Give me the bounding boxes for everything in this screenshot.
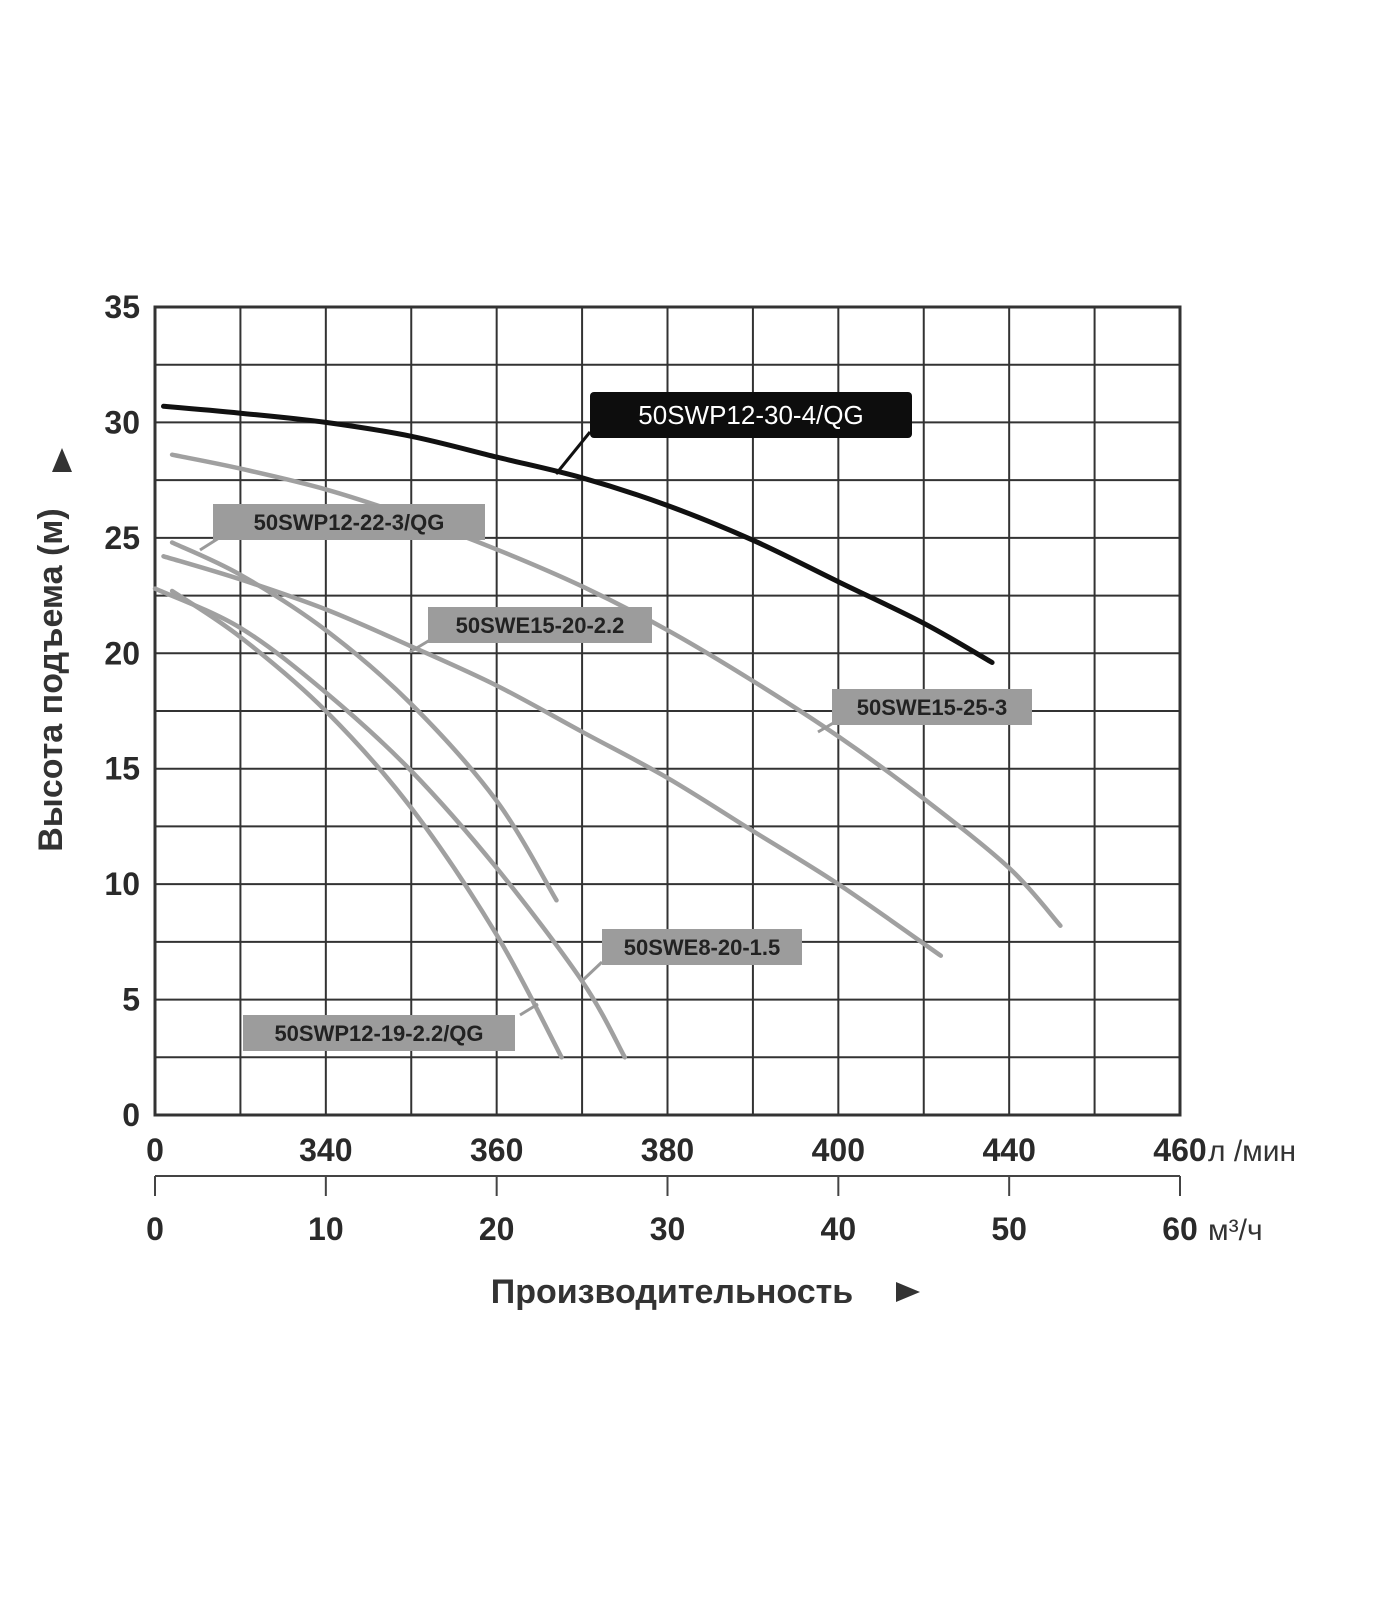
x-tick-label-lmin: 460 bbox=[1153, 1132, 1206, 1168]
grid bbox=[153, 305, 1182, 1117]
label-leader-line bbox=[581, 960, 604, 982]
series-label-text: 50SWP12-22-3/QG bbox=[254, 510, 445, 535]
x-tick-label-lmin: 360 bbox=[470, 1132, 523, 1168]
x-tick-label-m3h: 10 bbox=[308, 1211, 344, 1247]
x-tick-label-lmin: 440 bbox=[982, 1132, 1035, 1168]
x-axis-m3h: 0 10 20 30 40 50 60 bbox=[146, 1175, 1198, 1247]
curve-50SWP12-19-2.2/QG bbox=[169, 588, 564, 1060]
series-label-text: 50SWE15-20-2.2 bbox=[456, 613, 625, 638]
y-tick-label: 30 bbox=[104, 404, 140, 440]
label-leader-line bbox=[554, 431, 592, 475]
y-axis-arrow-icon bbox=[52, 448, 72, 472]
curve-50SWE8-20-1.5 bbox=[152, 586, 628, 1060]
series-label-box bbox=[213, 504, 485, 540]
x-axis-title: Производительность bbox=[491, 1273, 853, 1311]
x-axis-title-group: Производительность bbox=[491, 1273, 920, 1311]
y-tick-label: 5 bbox=[122, 982, 140, 1018]
x-tick-labels-lmin: 0 340 360 380 400 440 460 bbox=[146, 1132, 1207, 1168]
x-unit-m3h: м³/ч bbox=[1208, 1214, 1263, 1247]
y-tick-labels: 0 5 10 15 20 25 30 35 bbox=[104, 289, 140, 1133]
series-label-text: 50SWP12-30-4/QG bbox=[638, 400, 863, 430]
y-tick-label: 0 bbox=[122, 1097, 140, 1133]
y-tick-label: 15 bbox=[104, 751, 140, 787]
y-axis-title: Высота подъема (м) bbox=[32, 508, 70, 852]
label-leader-line bbox=[519, 1002, 539, 1017]
y-tick-label: 35 bbox=[104, 289, 140, 325]
series-label-box bbox=[243, 1015, 515, 1051]
y-tick-label: 10 bbox=[104, 866, 140, 902]
series-label-box bbox=[590, 392, 912, 438]
series-labels: 50SWP12-30-4/QG 50SWP12-22-3/QG 50SWE15-20… bbox=[213, 392, 1032, 1051]
x-tick-label-lmin: 0 bbox=[146, 1132, 164, 1168]
x-tick-label-m3h: 30 bbox=[650, 1211, 686, 1247]
series-label-text: 50SWP12-19-2.2/QG bbox=[274, 1021, 483, 1046]
curve-50SWP12-30-4/QG bbox=[161, 403, 995, 665]
series-label-text: 50SWE8-20-1.5 bbox=[624, 935, 781, 960]
series-label-box bbox=[428, 607, 652, 643]
x-axis-arrow-icon bbox=[896, 1282, 920, 1302]
curve-50SWE15-20-2.2 bbox=[161, 554, 944, 958]
label-leader-line bbox=[409, 638, 431, 654]
x-tick-label-m3h: 60 bbox=[1162, 1211, 1198, 1247]
y-tick-label: 25 bbox=[104, 520, 140, 556]
x-tick-label-lmin: 400 bbox=[812, 1132, 865, 1168]
x-unit-lmin: л /мин bbox=[1208, 1135, 1296, 1168]
x-tick-label-m3h: 0 bbox=[146, 1211, 164, 1247]
x-tick-label-lmin: 380 bbox=[641, 1132, 694, 1168]
x-tick-label-m3h: 50 bbox=[991, 1211, 1027, 1247]
x-tick-label-lmin: 340 bbox=[299, 1132, 352, 1168]
series-label-text: 50SWE15-25-3 bbox=[857, 695, 1007, 720]
x-tick-label-m3h: 40 bbox=[821, 1211, 857, 1247]
curves bbox=[152, 403, 1063, 1060]
curve-50SWE15-25-3 bbox=[169, 540, 559, 903]
series-label-box bbox=[832, 689, 1032, 725]
x-tick-label-m3h: 20 bbox=[479, 1211, 515, 1247]
y-tick-label: 20 bbox=[104, 635, 140, 671]
series-label-box bbox=[602, 929, 802, 965]
